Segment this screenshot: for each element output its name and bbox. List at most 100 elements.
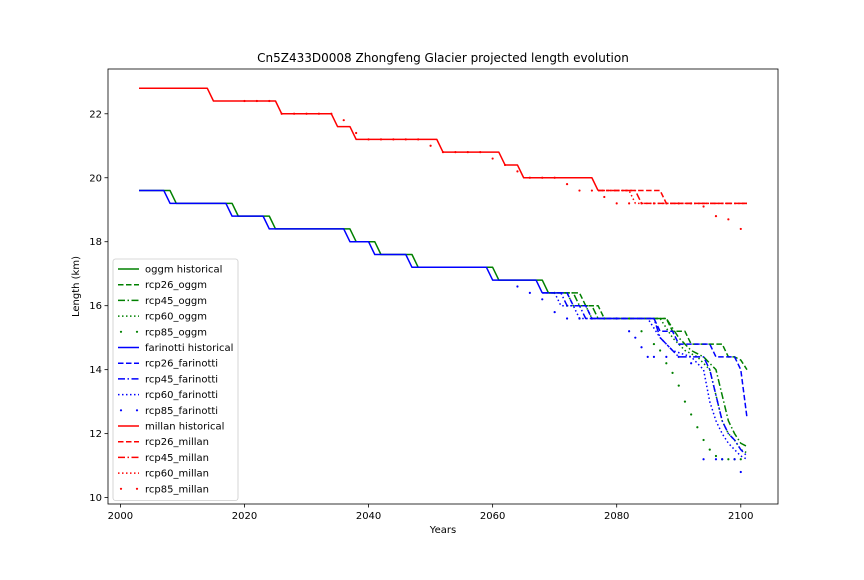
data-point-rcp85-farinotti [565, 317, 569, 320]
legend-marker [119, 330, 123, 333]
y-tick-label: 22 [89, 109, 102, 120]
data-point-rcp85-oggm [640, 330, 643, 333]
legend-marker [135, 409, 139, 412]
data-point-rcp85-millan [243, 99, 246, 103]
legend-label: rcp60_millan [145, 469, 209, 480]
data-point-rcp85-farinotti [702, 458, 705, 461]
data-point-rcp85-millan [714, 215, 718, 218]
axis-ticks: 2000 2020 2040 2060 2080 2100 10 12 14 16 18 20 22 [89, 109, 753, 522]
data-point-rcp85-millan [677, 202, 680, 205]
data-point-rcp85-millan [528, 176, 531, 179]
legend-label: farinotti historical [145, 343, 233, 354]
data-point-rcp85-millan [628, 202, 631, 205]
legend-entry-rcp26-millan: rcp26_millan [118, 437, 209, 448]
legend-entry-rcp85-farinotti: rcp85_farinotti [119, 406, 218, 417]
data-point-rcp85-millan [590, 189, 593, 192]
x-tick-label: 2100 [728, 511, 753, 522]
data-point-rcp85-millan [441, 151, 445, 154]
legend-entry-rcp85-oggm: rcp85_oggm [119, 327, 207, 338]
series-line-rcp26-oggm [548, 292, 748, 371]
legend-label: rcp26_farinotti [145, 359, 218, 370]
chart-title: Cn5Z433D0008 Zhongfeng Glacier projected… [257, 51, 629, 65]
legend-entry-rcp85-millan: rcp85_millan [119, 484, 209, 495]
y-tick-label: 10 [89, 493, 102, 504]
legend-label: rcp85_oggm [145, 327, 207, 338]
legend-entry-rcp45-farinotti: rcp45_farinotti [118, 374, 218, 385]
data-point-rcp85-millan [727, 218, 730, 221]
series-rcp85-millan [243, 99, 742, 231]
data-point-rcp85-millan [466, 151, 469, 154]
data-point-rcp85-millan [293, 112, 296, 115]
data-point-rcp85-oggm [671, 371, 674, 374]
data-point-rcp85-millan [280, 112, 283, 115]
data-point-rcp85-oggm [677, 384, 680, 387]
data-point-rcp85-farinotti [665, 355, 668, 358]
data-point-rcp85-farinotti [603, 317, 606, 320]
y-tick-label: 18 [89, 237, 102, 248]
data-point-rcp85-millan [429, 144, 432, 147]
data-point-rcp85-farinotti [528, 291, 531, 294]
y-tick-label: 20 [89, 173, 102, 184]
y-tick-label: 12 [89, 429, 102, 440]
data-point-rcp85-oggm [696, 426, 699, 429]
data-point-rcp85-farinotti [615, 317, 618, 320]
legend-label: rcp85_millan [145, 484, 209, 495]
legend-label: rcp45_millan [145, 453, 209, 464]
data-point-rcp85-farinotti [677, 355, 680, 358]
data-point-rcp85-oggm [702, 438, 705, 442]
data-point-rcp85-millan [565, 183, 569, 186]
legend: oggm historical rcp26_oggm rcp45_oggm rcp60… [112, 258, 239, 501]
legend-label: millan historical [145, 422, 224, 433]
data-point-rcp85-oggm [708, 448, 711, 451]
data-point-rcp85-millan [379, 138, 383, 141]
data-point-rcp85-farinotti [721, 458, 724, 461]
series-line-farinotti-historical [139, 189, 543, 294]
data-point-rcp85-millan [516, 170, 519, 173]
data-point-rcp85-millan [330, 112, 333, 115]
data-point-rcp85-farinotti [590, 317, 593, 320]
legend-label: rcp60_farinotti [145, 390, 218, 401]
data-point-rcp85-oggm [665, 362, 668, 365]
legend-entry-rcp60-farinotti: rcp60_farinotti [118, 390, 218, 401]
data-point-rcp85-millan [491, 157, 494, 160]
data-point-rcp85-farinotti [541, 298, 544, 301]
legend-entry-rcp45-millan: rcp45_millan [118, 453, 209, 464]
legend-entry-farinotti-historical: farinotti historical [118, 343, 233, 354]
legend-label: rcp45_oggm [145, 296, 207, 307]
data-point-rcp85-farinotti [628, 330, 631, 333]
data-point-rcp85-millan [255, 99, 258, 103]
legend-marker [119, 409, 123, 412]
data-point-rcp85-millan [665, 202, 668, 205]
series-line-millan-historical [139, 87, 599, 191]
legend-entry-rcp60-oggm: rcp60_oggm [118, 312, 207, 323]
legend-entry-oggm-historical: oggm historical [118, 265, 222, 276]
legend-entry-millan-historical: millan historical [118, 422, 224, 433]
data-point-rcp85-millan [417, 138, 420, 141]
data-point-rcp85-millan [652, 202, 656, 205]
data-point-rcp85-oggm [659, 349, 662, 352]
data-point-rcp85-oggm [714, 454, 718, 458]
series-line-rcp60-farinotti [542, 292, 748, 460]
x-tick-label: 2020 [232, 511, 257, 522]
data-point-rcp85-millan [268, 99, 271, 103]
data-point-rcp85-farinotti [578, 317, 581, 320]
legend-label: rcp60_oggm [145, 312, 207, 323]
data-point-rcp85-millan [305, 112, 308, 115]
legend-entry-rcp45-oggm: rcp45_oggm [118, 296, 207, 307]
y-axis-label: Length (km) [71, 256, 82, 317]
data-point-rcp85-millan [615, 202, 618, 205]
data-point-rcp85-millan [553, 176, 556, 179]
data-point-rcp85-millan [702, 205, 705, 208]
data-point-rcp85-millan [690, 202, 693, 205]
data-point-rcp85-oggm [690, 413, 693, 416]
data-point-rcp85-farinotti [733, 458, 736, 461]
legend-marker [135, 330, 139, 333]
y-tick-label: 14 [89, 365, 102, 376]
data-point-rcp85-farinotti [553, 310, 556, 314]
data-point-rcp85-farinotti [634, 336, 637, 339]
data-point-rcp85-farinotti [739, 470, 742, 474]
data-point-rcp85-millan [367, 138, 370, 141]
data-point-rcp85-oggm [628, 317, 631, 320]
